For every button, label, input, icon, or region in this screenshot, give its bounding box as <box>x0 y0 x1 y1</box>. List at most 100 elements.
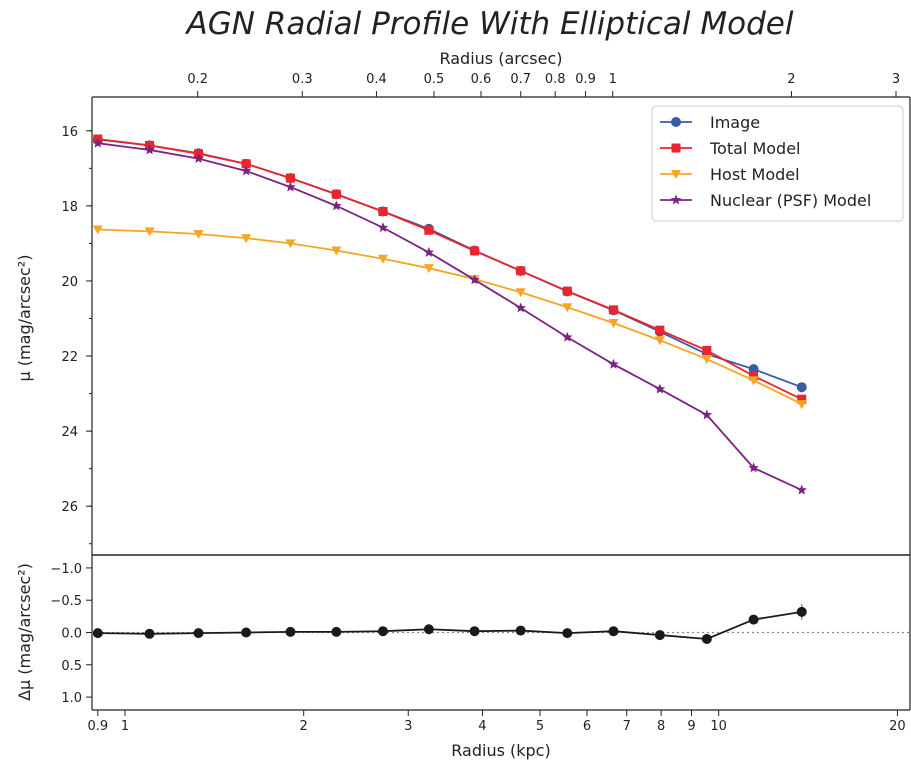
data-point <box>702 345 712 355</box>
bottom-axis-label: Radius (kpc) <box>451 741 550 760</box>
resid-y-tick-label: −0.5 <box>50 594 82 609</box>
data-point <box>701 409 713 420</box>
data-point <box>796 382 807 393</box>
data-point <box>144 628 155 639</box>
x-tick-label: 7 <box>623 719 631 734</box>
data-point <box>796 400 807 410</box>
data-point <box>241 234 252 244</box>
legend-item: Host Model <box>660 165 800 184</box>
data-point <box>285 239 296 249</box>
data-point <box>608 318 619 328</box>
data-point <box>331 189 341 199</box>
data-point <box>701 633 712 644</box>
x-tick-label: 4 <box>478 719 486 734</box>
data-point <box>331 200 342 211</box>
data-point <box>193 628 204 639</box>
data-point <box>470 246 480 256</box>
x-tick-label: 9 <box>687 719 695 734</box>
x-tick-label: 2 <box>300 719 308 734</box>
x-tick-label: 20 <box>889 719 906 734</box>
chart-title: AGN Radial Profile With Elliptical Model <box>185 6 794 42</box>
legend-item: Image <box>660 113 760 132</box>
y-tick-label: 24 <box>61 425 78 440</box>
y-tick-label: 26 <box>61 500 78 515</box>
data-point <box>796 606 807 617</box>
x-tick-label: 10 <box>710 719 727 734</box>
x-tick-label: 3 <box>404 719 412 734</box>
legend-marker <box>670 194 682 205</box>
data-point <box>193 230 204 240</box>
y-tick-label: 16 <box>61 125 78 140</box>
x-tick-label: 1 <box>121 719 129 734</box>
data-point <box>92 137 104 148</box>
top-x-tick-label: 0.3 <box>292 72 313 87</box>
data-point <box>654 383 666 394</box>
data-point <box>193 153 204 164</box>
data-point <box>469 626 480 637</box>
data-point <box>796 484 807 495</box>
top-x-tick-label: 0.4 <box>366 72 387 87</box>
legend-marker <box>671 117 681 127</box>
residual-series <box>92 604 807 644</box>
data-point <box>748 462 759 473</box>
resid-y-tick-label: 1.0 <box>61 691 82 706</box>
series-line <box>97 138 803 401</box>
x-tick-label: 6 <box>583 719 591 734</box>
legend-marker <box>671 170 681 179</box>
y-tick-label: 18 <box>61 200 78 215</box>
data-point <box>331 626 342 637</box>
data-point <box>654 630 665 641</box>
legend-label: Image <box>710 113 760 132</box>
svg-text:Δμ (mag/arcsec²): Δμ (mag/arcsec²) <box>15 563 34 701</box>
residual-y-axis-label: Δμ (mag/arcsec²) <box>15 563 34 701</box>
data-point <box>285 181 296 192</box>
legend-item: Total Model <box>660 139 801 158</box>
main-plot: 0.2 0.3 0.4 0.5 0.6 0.7 0.8 0.9 1 2 3 16 18 20 22 24 26 <box>61 72 911 710</box>
top-x-tick-label: 2 <box>787 72 795 87</box>
data-point <box>608 358 619 369</box>
legend-label: Host Model <box>710 165 800 184</box>
top-x-tick-label: 3 <box>892 72 900 87</box>
data-point <box>748 614 759 625</box>
x-tick-label: 0.9 <box>87 719 108 734</box>
data-point <box>285 626 296 637</box>
data-point <box>331 246 342 256</box>
top-x-tick-label: 0.7 <box>510 72 531 87</box>
x-tick-label: 8 <box>657 719 665 734</box>
legend-marker <box>671 143 681 153</box>
data-point <box>469 274 480 285</box>
data-point <box>701 355 712 365</box>
data-point <box>608 305 618 315</box>
data-point <box>562 303 573 313</box>
data-point <box>562 628 573 639</box>
data-point <box>516 266 526 276</box>
x-tick-label: 5 <box>536 719 544 734</box>
data-point <box>92 225 103 235</box>
legend: Image Total Model Host Model Nuclear (PSF) … <box>651 105 904 222</box>
data-point <box>377 254 388 264</box>
data-point <box>285 173 295 183</box>
top-x-tick-label: 0.6 <box>471 72 492 87</box>
main-y-axis-label: μ (mag/arcsec²) <box>15 255 34 382</box>
data-point <box>655 325 665 335</box>
top-x-tick-label: 0.9 <box>575 72 596 87</box>
data-point <box>608 626 619 637</box>
legend-box <box>651 105 904 222</box>
data-point <box>515 625 526 636</box>
data-point <box>377 222 389 233</box>
data-point <box>423 624 434 635</box>
series-line <box>97 142 803 491</box>
data-point <box>423 246 435 257</box>
series-line <box>97 228 803 405</box>
data-point <box>240 165 252 176</box>
data-point <box>424 225 434 235</box>
residual-plot: 0.9 1 2 3 4 5 6 7 8 9 10 20 −1.0 −0.5 0.0 0.5 1.0 <box>50 562 910 734</box>
top-x-tick-label: 0.5 <box>424 72 445 87</box>
data-point <box>423 264 434 274</box>
data-point <box>654 336 665 346</box>
top-x-tick-label: 1 <box>609 72 617 87</box>
legend-label: Nuclear (PSF) Model <box>710 191 871 210</box>
data-point <box>797 394 807 404</box>
data-point <box>562 286 572 296</box>
